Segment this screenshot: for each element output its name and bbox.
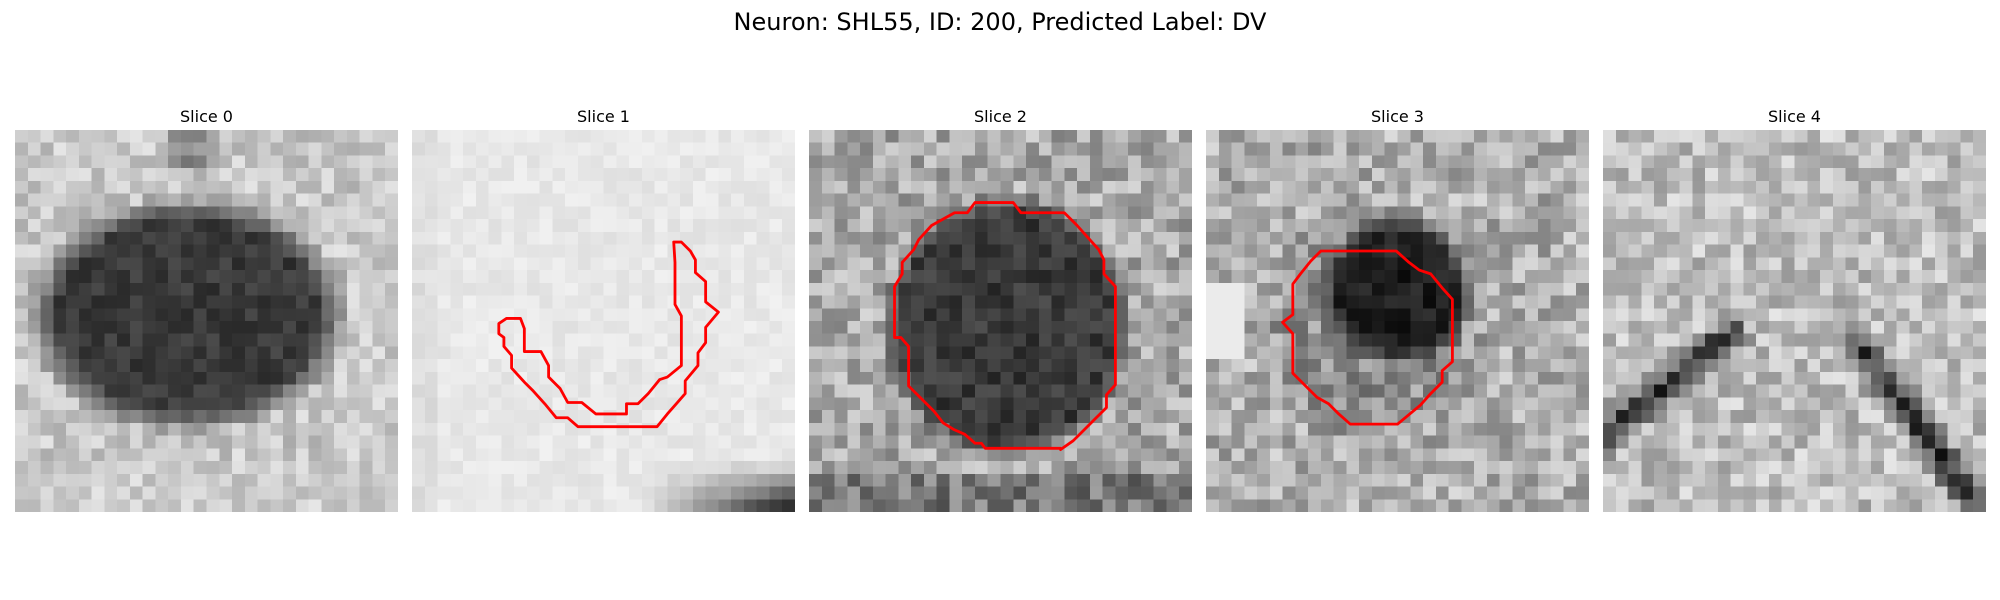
segmentation-contour (1281, 249, 1454, 426)
figure-title: Neuron: SHL55, ID: 200, Predicted Label:… (733, 8, 1267, 36)
slice-pixels-1 (412, 130, 795, 512)
slice-panel-3: Slice 3 (1206, 106, 1589, 512)
slice-panel-4: Slice 4 (1603, 106, 1986, 512)
segmentation-contour (893, 201, 1117, 452)
slice-image-1 (412, 130, 795, 512)
slice-pixels-4 (1603, 130, 1986, 512)
slice-title-1: Slice 1 (577, 107, 630, 126)
slice-pixels-2 (809, 130, 1192, 512)
slice-panel-1: Slice 1 (412, 106, 795, 512)
slice-image-0 (15, 130, 398, 512)
slice-title-4: Slice 4 (1768, 107, 1821, 126)
slice-pixels-3 (1206, 130, 1589, 512)
slice-image-2 (809, 130, 1192, 512)
slice-title-2: Slice 2 (974, 107, 1027, 126)
segmentation-contour (497, 240, 720, 429)
slice-image-3 (1206, 130, 1589, 512)
slice-image-4 (1603, 130, 1986, 512)
slice-pixels-0 (15, 130, 398, 512)
slice-title-3: Slice 3 (1371, 107, 1424, 126)
slice-panel-0: Slice 0 (15, 106, 398, 512)
slice-panel-2: Slice 2 (809, 106, 1192, 512)
slice-title-0: Slice 0 (180, 107, 233, 126)
